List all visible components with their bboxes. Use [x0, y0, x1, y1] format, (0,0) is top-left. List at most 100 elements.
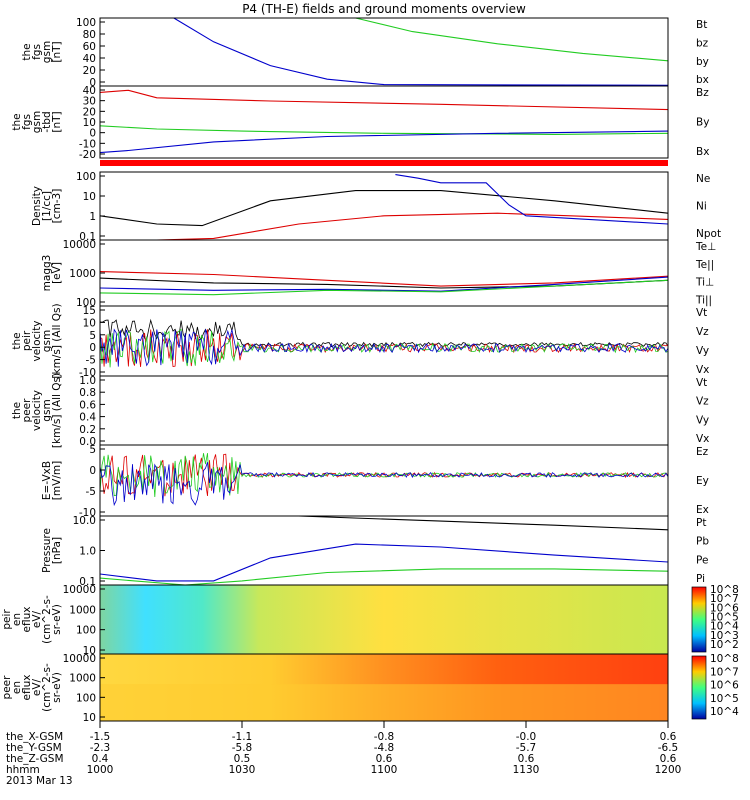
orbit-tick-value: -2.3 — [90, 742, 111, 754]
y-axis-label-line: peir — [1, 609, 13, 630]
y-axis-label-line: [km/s] (All Qs) — [51, 303, 63, 378]
colorbar-scale — [691, 655, 707, 720]
legend-entry: By — [696, 116, 709, 128]
y-tick-label: 10 — [83, 191, 96, 203]
p9-panel: 10^810^710^610^510^410^310^2 10000 1000 100… — [0, 584, 739, 657]
y-tick-label: 1.0 — [79, 546, 96, 558]
y-tick-label: 0.8 — [79, 387, 96, 399]
y-tick-label: 5 — [89, 330, 96, 342]
y-tick-label: 60 — [83, 41, 96, 53]
colorbar-tick-label: 10^7 — [710, 666, 739, 678]
p4-panel: 10000 1000 100 magg3[eV] Te⊥ Te|| Ti⊥ Ti|| — [41, 239, 716, 309]
y-axis-label: Pressure[nPa] — [41, 528, 63, 573]
y-tick-label: 10.0 — [73, 515, 96, 527]
y-tick-label: -20 — [79, 149, 96, 161]
legend-entry: Npot — [696, 228, 721, 240]
y-tick-label: 0.4 — [79, 412, 96, 424]
legend-entry: Bt — [696, 19, 707, 31]
orbit-tick-value: 1030 — [229, 764, 256, 776]
colorbar-tick-label: 10^5 — [710, 693, 739, 705]
spectrogram — [100, 585, 668, 654]
legend-entry: Ne — [696, 173, 710, 185]
series-line-by — [355, 17, 669, 62]
y-axis-label-line: [1/cc] — [41, 191, 53, 221]
y-axis-label-line: sr-eV) — [51, 672, 63, 703]
y-tick-label: 0.6 — [79, 399, 96, 411]
y-tick-label: 0.2 — [79, 424, 96, 436]
y-axis-label-line: [nPa] — [51, 537, 63, 564]
series-line-Ti|| — [99, 279, 669, 296]
legend-entry: Vt — [696, 377, 707, 389]
y-axis-label-line: Pressure — [41, 528, 53, 573]
panel-frame — [99, 375, 669, 446]
orbit-tick-value: 0.5 — [234, 753, 251, 765]
orbit-row-label: the_Y-GSM — [6, 742, 62, 754]
legend-entry: Ni — [696, 201, 707, 213]
series-line — [99, 453, 669, 497]
colorbar-tick-label: 10^6 — [710, 602, 739, 614]
y-tick-label: 10000 — [63, 653, 96, 665]
y-axis-label: Density[1/cc][cm-3] — [31, 186, 63, 226]
spectrogram-band — [100, 684, 668, 721]
p6-panel: 1.00.80.60.40.20.0 thepeervelocitygsm[km/… — [11, 373, 709, 448]
y-axis-label-line: fgs — [31, 44, 43, 60]
y-axis-label-line: magg3 — [41, 255, 53, 292]
series-line-Pi — [99, 543, 669, 582]
orbit-row-label: the_X-GSM — [6, 731, 63, 743]
y-axis-label-line: the — [11, 402, 23, 419]
y-tick-label: 10 — [83, 117, 96, 129]
y-axis-label: thefgsgsm-tbd[nT] — [11, 111, 63, 133]
p10-panel: 10^810^7 10^610^510^4 10000 1000 100 10 thepee… — [0, 653, 739, 724]
y-tick-label: 1000 — [69, 268, 96, 280]
colorbar-tick-label: 10^4 — [710, 706, 739, 718]
panel-frame — [99, 239, 669, 307]
p8-panel: 10.0 1.0 0.1 Pressure[nPa] Pt Pb Pe Pi — [41, 515, 709, 588]
y-axis-label: thepeerenefluxeV/(cm^2-s-sr-eV) — [0, 663, 63, 712]
colorbar-tick-label: 10^7 — [710, 593, 739, 605]
orbit-tick-value: -5.7 — [516, 742, 537, 754]
legend-entry: Vx — [696, 364, 709, 376]
y-axis-label: thepeirenefluxeV/(cm^2-s-sr-eV) — [0, 595, 63, 644]
y-tick-label: -10 — [79, 138, 96, 150]
y-axis-label-line: velocity — [31, 320, 43, 361]
legend-entry: Pi — [696, 573, 705, 585]
colorbar-tick-label: 10^2 — [710, 639, 739, 651]
y-tick-label: 30 — [83, 96, 96, 108]
y-axis-label-line: gsm — [41, 399, 53, 421]
y-axis-label-line: (cm^2-s- — [41, 663, 53, 712]
y-axis-label-line: eV/ — [31, 610, 43, 628]
y-axis-label-line: sr-eV) — [51, 604, 63, 635]
orbit-tick-value: 1000 — [87, 764, 114, 776]
series-line-Npot — [395, 174, 669, 225]
y-axis-label-line: en — [11, 681, 23, 694]
series-line — [99, 318, 669, 348]
orbit-tick-value: -4.8 — [374, 742, 395, 754]
colorbar-tick-label: 10^5 — [710, 612, 739, 624]
y-axis-label-line: E=-VxB — [41, 461, 53, 500]
y-axis-label-line: the — [0, 679, 3, 696]
orbit-tick-value: 1130 — [513, 764, 540, 776]
legend-entry: Ti|| — [695, 294, 712, 306]
colorbar-tick-label: 10^8 — [710, 653, 739, 665]
series-line-Pt — [298, 515, 669, 531]
series-line-Bz — [99, 89, 669, 111]
y-axis-label-line: [km/s] (All Qs) — [51, 373, 63, 448]
legend-entry: Vz — [696, 326, 709, 338]
orbit-tick-value: 0.6 — [376, 753, 393, 765]
orbit-tick-value: 1200 — [655, 764, 682, 776]
legend-entry: Bz — [696, 87, 709, 99]
y-axis-label-line: velocity — [31, 390, 43, 431]
colorbar-tick-label: 10^3 — [710, 630, 739, 642]
figure-title: P4 (TH-E) fields and ground moments over… — [242, 2, 526, 16]
legend-entry: Vt — [696, 307, 707, 319]
y-axis-label-line: gsm — [41, 330, 53, 352]
y-axis-label-line: peer — [21, 398, 33, 423]
y-axis-label-line: the — [11, 332, 23, 349]
series-line-Pe — [99, 568, 669, 586]
date-label: 2013 Mar 13 — [6, 775, 73, 787]
y-axis-label-line: fgs — [21, 114, 33, 130]
panel-frame — [99, 171, 669, 241]
y-tick-label: 80 — [83, 29, 96, 41]
